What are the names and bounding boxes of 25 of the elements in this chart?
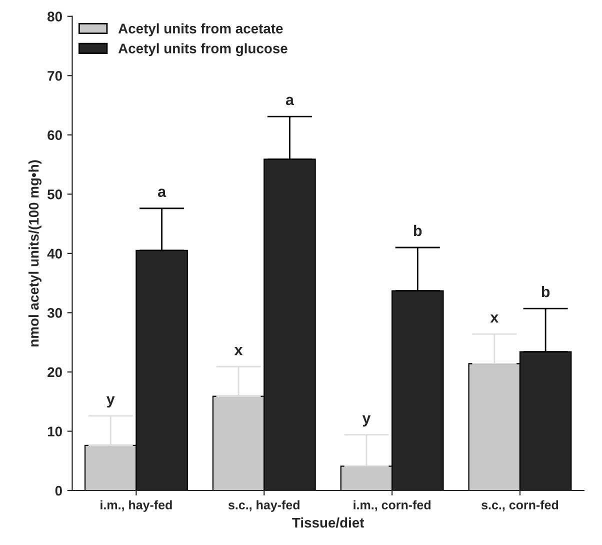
y-tick-label: 20 [48, 367, 62, 378]
legend-label: Acetyl units from acetate [118, 23, 283, 36]
y-tick-label: 0 [55, 486, 62, 496]
annotation: b [414, 224, 422, 236]
y-tick-label: 30 [47, 308, 62, 318]
y-tick-label: 50 [48, 189, 62, 200]
y-tick-label: 10 [48, 426, 62, 436]
annotation: y [106, 396, 115, 408]
x-tick-label: s.c., hay-fed [228, 500, 300, 512]
x-tick-label: i.m., hay-fed [100, 500, 172, 512]
annotation: b [542, 286, 550, 298]
y-tick-label: 70 [48, 70, 62, 81]
y-tick-label: 60 [48, 130, 62, 140]
x-tick-label: s.c., corn-fed [482, 500, 558, 512]
annotation: x [234, 347, 243, 356]
y-tick-label: 80 [48, 12, 62, 22]
y-tick-label: 40 [47, 248, 62, 259]
annotation: x [490, 314, 499, 323]
annotation: y [362, 415, 371, 426]
annotation: a [158, 188, 166, 198]
x-axis-title: Tissue/diet [292, 517, 364, 528]
x-tick-label: i.m., corn-fed [354, 500, 430, 512]
y-axis-title: nmol acetyl units/(100 mg•h) [28, 160, 42, 346]
legend-label: Acetyl units from glucose [118, 43, 288, 56]
annotation: a [286, 96, 294, 106]
